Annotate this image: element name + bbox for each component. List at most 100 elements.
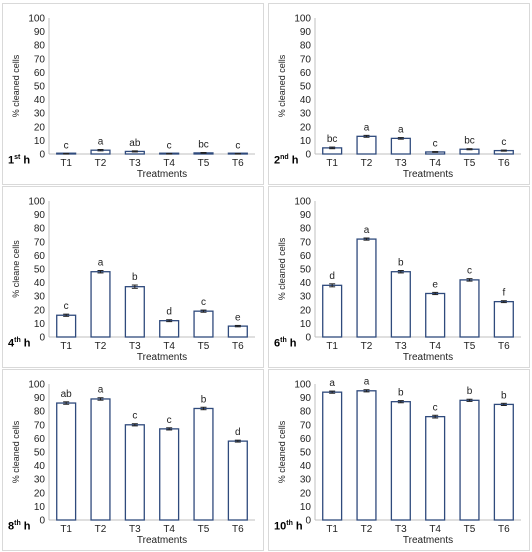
bar-T6 bbox=[227, 440, 248, 521]
error-bar bbox=[329, 390, 336, 394]
x-tick-label: T3 bbox=[395, 524, 407, 535]
bar-T4 bbox=[159, 320, 180, 338]
error-bar bbox=[166, 319, 173, 323]
bar-T3 bbox=[124, 286, 145, 338]
x-tick-label: T4 bbox=[163, 524, 175, 535]
y-tick-label: 100 bbox=[294, 197, 311, 208]
y-tick-label: 40 bbox=[300, 278, 312, 289]
bar-chart: 0 10 20 30 40 50 60 70 80 90 100 % cleaned cells d T1… bbox=[277, 197, 521, 363]
y-tick-label: 70 bbox=[300, 54, 312, 65]
x-tick-label: T1 bbox=[326, 341, 338, 352]
significance-letter: bc bbox=[327, 134, 338, 145]
significance-letter: d bbox=[235, 427, 241, 438]
y-tick-label: 90 bbox=[300, 393, 312, 404]
x-tick-label: T1 bbox=[326, 524, 338, 535]
error-bar bbox=[63, 313, 70, 317]
bar-chart: 0 10 20 30 40 50 60 70 80 90 100 % cleaned cells c T1… bbox=[11, 14, 255, 180]
y-tick-label: 10 bbox=[300, 319, 312, 330]
significance-letter: c bbox=[167, 140, 172, 151]
y-tick-label: 40 bbox=[34, 461, 46, 472]
bar-chart: 0 10 20 30 40 50 60 70 80 90 100 % cleaned cells bc T… bbox=[277, 14, 521, 180]
y-tick-label: 50 bbox=[300, 448, 312, 459]
x-tick-label: T5 bbox=[198, 158, 210, 169]
x-tick-label: T5 bbox=[464, 158, 476, 169]
panel-label-number: 10 bbox=[274, 520, 287, 533]
bar-T3 bbox=[124, 424, 145, 521]
y-tick-label: 100 bbox=[28, 14, 45, 25]
x-tick-label: T2 bbox=[361, 341, 373, 352]
significance-letter: b bbox=[132, 272, 138, 283]
significance-letter: c bbox=[132, 411, 137, 422]
y-axis-label: % cleaned cells bbox=[11, 54, 21, 117]
y-tick-label: 90 bbox=[300, 210, 312, 221]
error-bar bbox=[131, 150, 138, 153]
error-bar bbox=[466, 398, 473, 402]
x-tick-label: T2 bbox=[361, 158, 373, 169]
significance-letter: a bbox=[364, 225, 370, 236]
y-tick-label: 50 bbox=[300, 265, 312, 276]
significance-letter: b bbox=[467, 386, 473, 397]
x-tick-label: T4 bbox=[429, 524, 441, 535]
y-tick-label: 80 bbox=[34, 407, 46, 418]
y-tick-label: 80 bbox=[300, 224, 312, 235]
y-tick-label: 60 bbox=[300, 68, 312, 79]
y-tick-label: 30 bbox=[34, 109, 46, 120]
y-tick-label: 20 bbox=[34, 488, 46, 499]
y-tick-label: 0 bbox=[305, 516, 311, 527]
y-tick-label: 80 bbox=[34, 224, 46, 235]
error-bar bbox=[131, 423, 138, 427]
panel-label-suffix: th bbox=[14, 337, 21, 344]
significance-letter: ab bbox=[61, 389, 73, 400]
panel-label-suffix: th bbox=[286, 520, 293, 527]
panel-label-suffix: th bbox=[280, 337, 287, 344]
y-tick-label: 70 bbox=[300, 237, 312, 248]
y-tick-label: 10 bbox=[300, 502, 312, 513]
bar-T5 bbox=[459, 279, 480, 338]
error-bar bbox=[234, 152, 241, 155]
error-bar bbox=[234, 324, 241, 328]
y-tick-label: 50 bbox=[34, 448, 46, 459]
significance-letter: f bbox=[502, 288, 505, 299]
bar-T2 bbox=[356, 390, 377, 521]
significance-letter: b bbox=[398, 257, 404, 268]
bar-T5 bbox=[193, 407, 214, 521]
error-bar bbox=[432, 151, 439, 153]
y-tick-label: 30 bbox=[34, 292, 46, 303]
x-axis-label: Treatments bbox=[403, 535, 453, 546]
significance-letter: a bbox=[98, 137, 104, 148]
y-tick-label: 70 bbox=[34, 237, 46, 248]
error-bar bbox=[397, 137, 404, 140]
significance-letter: e bbox=[235, 312, 241, 323]
significance-letter: d bbox=[329, 271, 335, 282]
error-bar bbox=[131, 284, 138, 289]
panel-label-number: 1 bbox=[8, 154, 15, 167]
panel-time-label: 10th h bbox=[274, 520, 303, 533]
chart-panel: 0 10 20 30 40 50 60 70 80 90 100 % cleaned cells a T1… bbox=[268, 369, 530, 551]
panel-label-number: 4 bbox=[8, 337, 15, 350]
y-tick-label: 80 bbox=[300, 407, 312, 418]
error-bar bbox=[166, 152, 173, 155]
error-bar bbox=[200, 309, 207, 313]
x-tick-label: T3 bbox=[129, 524, 141, 535]
significance-letter: c bbox=[235, 140, 240, 151]
y-tick-label: 80 bbox=[34, 41, 46, 52]
x-tick-label: T1 bbox=[60, 341, 72, 352]
error-bar bbox=[363, 389, 370, 393]
bar-T3 bbox=[390, 271, 411, 338]
panel-label-unit: h bbox=[292, 520, 303, 533]
bar-T6 bbox=[493, 300, 514, 338]
bar-T3 bbox=[390, 137, 411, 155]
y-tick-label: 60 bbox=[34, 251, 46, 262]
x-tick-label: T3 bbox=[129, 158, 141, 169]
y-tick-label: 10 bbox=[34, 502, 46, 513]
panel-label-unit: h bbox=[288, 154, 299, 167]
y-tick-label: 40 bbox=[300, 461, 312, 472]
error-bar bbox=[500, 300, 507, 304]
x-axis-label: Treatments bbox=[137, 169, 187, 180]
x-tick-label: T3 bbox=[129, 341, 141, 352]
significance-letter: c bbox=[433, 402, 438, 413]
y-tick-label: 20 bbox=[300, 122, 312, 133]
x-axis-label: Treatments bbox=[137, 535, 187, 546]
x-tick-label: T6 bbox=[498, 341, 510, 352]
